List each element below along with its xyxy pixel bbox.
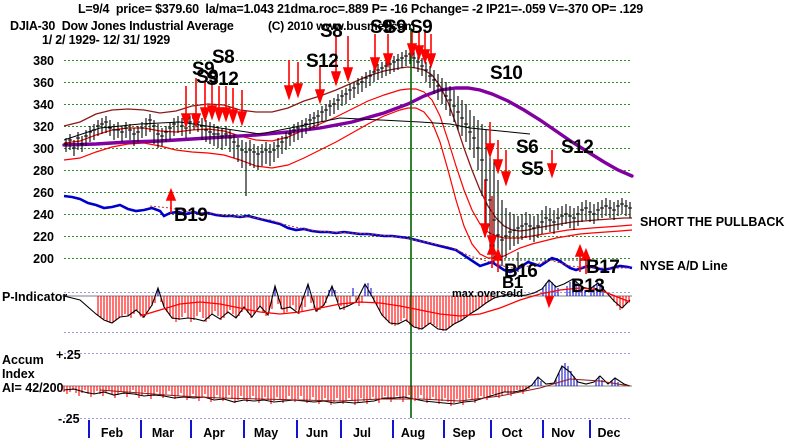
- month-label-nov: Nov: [551, 426, 575, 440]
- p-indicator-label: P-Indicator: [2, 290, 68, 304]
- month-label-oct: Oct: [501, 426, 523, 440]
- signal-label-s9-e: S9: [410, 17, 433, 38]
- month-label-sep: Sep: [452, 426, 476, 440]
- accum-index-line: [63, 365, 631, 405]
- price-tick-220: 220: [33, 230, 54, 244]
- short-the-pullback-note: SHORT THE PULLBACK: [640, 215, 785, 229]
- price-tick-280: 280: [33, 164, 54, 178]
- month-label-jul: Jul: [352, 426, 372, 440]
- price-gridlines: [62, 60, 632, 259]
- signal-label-s9-a: S9: [192, 59, 215, 80]
- month-label-aug: Aug: [400, 426, 426, 440]
- month-label-apr: Apr: [203, 426, 225, 440]
- p-indicator-histogram: [97, 279, 630, 331]
- signal-label-s12-b: S12: [306, 51, 339, 72]
- signal-label-s6: S6: [516, 137, 539, 158]
- signal-label-s9-d: S9: [384, 17, 407, 38]
- price-tick-380: 380: [33, 54, 54, 68]
- nyse-ad-line-note: NYSE A/D Line: [640, 259, 728, 273]
- signal-label-b17: B17: [586, 257, 620, 278]
- secondary-black-line: [63, 117, 531, 141]
- price-tick-320: 320: [33, 120, 54, 134]
- month-label-dec: Dec: [597, 426, 621, 440]
- price-tick-260: 260: [33, 186, 54, 200]
- month-label-feb: Feb: [100, 426, 124, 440]
- month-label-may: May: [253, 426, 279, 440]
- accum-index-value: AI= 42/200: [2, 381, 64, 395]
- chart-title: DJIA-30 Dow Jones Industrial Average: [10, 19, 234, 33]
- p-indicator-signal: [139, 287, 631, 317]
- signal-label-s9-b: S9: [196, 67, 219, 88]
- accum-scale-top: +.25: [56, 348, 81, 362]
- sell-arrows: [180, 32, 558, 251]
- statistics-line: L=9/4 price= $379.60 la/ma=1.043 21dma.r…: [78, 2, 644, 16]
- price-tick-300: 300: [33, 142, 54, 156]
- accum-label-line1: Accum: [2, 353, 44, 367]
- month-label-mar: Mar: [151, 426, 175, 440]
- signal-label-s8-a: S8: [212, 47, 235, 68]
- p-indicator-line: [63, 278, 631, 331]
- month-tick-nov: [542, 420, 544, 438]
- month-tick-jul: [340, 420, 342, 438]
- month-tick-aug: [392, 420, 394, 438]
- long-moving-average: [62, 86, 634, 178]
- price-tick-200: 200: [33, 252, 54, 266]
- signal-label-s10: S10: [490, 63, 523, 84]
- month-tick-mar: [140, 420, 142, 438]
- accum-scale-bottom: -.25: [58, 412, 80, 426]
- month-tick-apr: [190, 420, 192, 438]
- accum-label-line2: Index: [2, 367, 35, 381]
- signal-label-s12-c: S12: [561, 137, 594, 158]
- buy-arrows: [165, 187, 592, 309]
- max-oversold-note: max.oversold: [452, 288, 523, 300]
- month-tick-oct: [490, 420, 492, 438]
- signal-label-b1: B1: [502, 273, 523, 292]
- month-tick-may: [243, 420, 245, 438]
- price-tick-360: 360: [33, 76, 54, 90]
- signal-label-b19: B19: [174, 205, 208, 226]
- signal-label-s9-c: S9: [370, 17, 393, 38]
- month-tick-dec: [589, 420, 591, 438]
- month-label-jun: Jun: [305, 426, 329, 440]
- lower-band-line: [63, 107, 633, 259]
- price-tick-240: 240: [33, 208, 54, 222]
- p-indicator-panel: [62, 278, 632, 333]
- month-tick-jun: [296, 420, 298, 438]
- accum-index-panel: [62, 353, 632, 419]
- signal-label-b13: B13: [571, 276, 605, 297]
- accum-histogram: [63, 363, 619, 406]
- price-tick-340: 340: [33, 98, 54, 112]
- month-tick-feb: [88, 420, 90, 438]
- date-range: 1/ 2/ 1929- 12/ 31/ 1929: [42, 33, 170, 47]
- signal-label-s8-b: S8: [320, 21, 343, 42]
- signal-label-s5: S5: [521, 159, 544, 180]
- price-bars: [64, 48, 632, 268]
- signal-label-b16: B16: [504, 261, 538, 282]
- signal-label-s12-a: S12: [206, 69, 239, 90]
- month-tick-sep: [443, 420, 445, 438]
- copyright-notice: (C) 2010 www.busmet.com: [268, 19, 415, 33]
- accum-index-signal: [99, 378, 631, 402]
